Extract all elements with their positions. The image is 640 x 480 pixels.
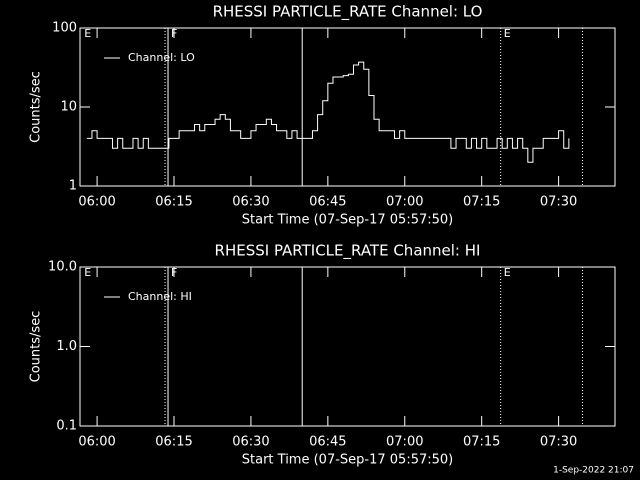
chart-title: RHESSI PARTICLE_RATE Channel: HI (215, 242, 481, 261)
x-tick-label: 07:30 (540, 195, 577, 210)
y-tick-label: 1 (69, 179, 77, 194)
x-tick-label: 07:15 (463, 435, 500, 450)
x-tick-label: 06:15 (155, 195, 192, 210)
event-label: E (84, 27, 91, 40)
legend-label: Channel: LO (128, 51, 195, 64)
x-tick-label: 07:30 (540, 435, 577, 450)
event-label: E (504, 266, 511, 279)
y-tick-label: 100 (52, 21, 77, 36)
event-label: E (504, 27, 511, 40)
x-tick-label: 06:45 (309, 195, 346, 210)
x-tick-label: 07:00 (386, 435, 423, 450)
legend-label: Channel: HI (128, 290, 192, 303)
y-tick-label: 10 (60, 100, 77, 115)
x-tick-label: 06:30 (232, 435, 269, 450)
event-label: E (84, 266, 91, 279)
y-axis-label: Counts/sec (29, 311, 44, 383)
event-label: F (171, 266, 177, 279)
x-tick-label: 06:30 (232, 195, 269, 210)
data-line (86, 61, 570, 163)
x-tick-label: 06:00 (78, 195, 115, 210)
x-tick-label: 06:00 (78, 435, 115, 450)
chart-title: RHESSI PARTICLE_RATE Channel: LO (213, 3, 483, 22)
y-tick-label: 1.0 (56, 339, 77, 354)
footer-date: 1-Sep-2022 21:07 (553, 466, 634, 476)
x-tick-label: 07:15 (463, 195, 500, 210)
y-axis-label: Counts/sec (29, 71, 44, 143)
x-axis-label: Start Time (07-Sep-17 05:57:50) (242, 213, 453, 228)
x-tick-label: 06:15 (155, 435, 192, 450)
x-tick-label: 07:00 (386, 195, 423, 210)
x-tick-label: 06:45 (309, 435, 346, 450)
x-axis-label: Start Time (07-Sep-17 05:57:50) (242, 453, 453, 468)
event-label: F (171, 27, 177, 40)
y-tick-label: 0.1 (56, 419, 77, 434)
y-tick-label: 10.0 (48, 260, 77, 275)
